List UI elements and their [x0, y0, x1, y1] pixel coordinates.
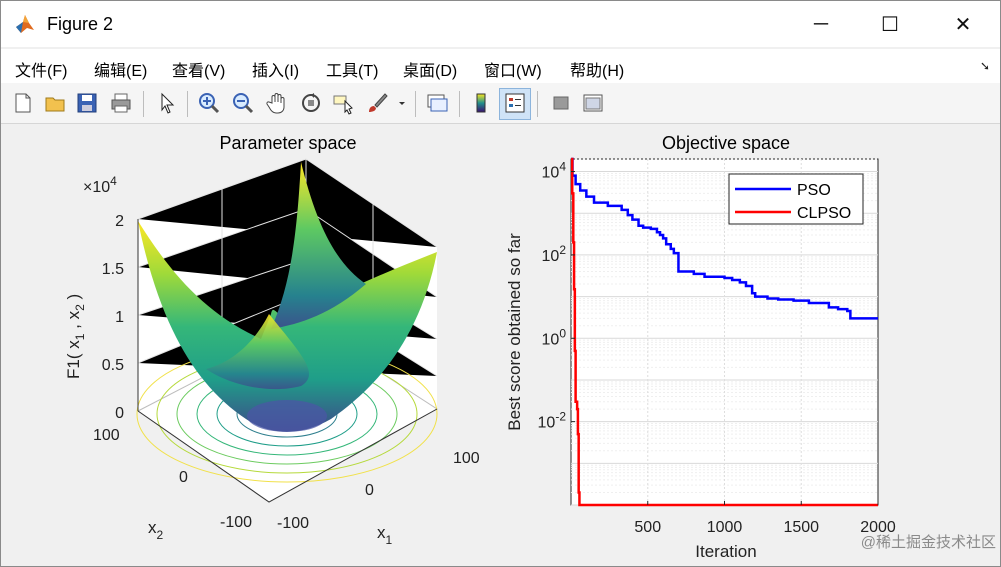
colorbar-icon[interactable] — [469, 91, 493, 115]
maximize-button[interactable]: ☐ — [881, 13, 899, 36]
menu-tools[interactable]: 工具(T) — [326, 63, 379, 80]
new-figure-icon[interactable] — [11, 91, 35, 115]
x-axis-label: Iteration — [695, 542, 756, 561]
x1-tick-labels: -100 0 100 — [277, 450, 480, 532]
title-bar: Figure 2 ─ ☐ ✕ — [1, 1, 1000, 47]
x1-tick: 0 — [365, 482, 374, 499]
pan-icon[interactable] — [265, 91, 289, 115]
toolbar-separator — [415, 91, 416, 117]
objective-space-axes: Objective space 104 102 100 10-2 500 1000 150… — [505, 133, 896, 561]
y-tick-labels: 104 102 100 10-2 — [538, 160, 575, 432]
expand-arrow-icon[interactable]: ➘ — [979, 59, 990, 73]
rotate-3d-icon[interactable] — [299, 91, 323, 115]
figure-canvas: Parameter space — [1, 124, 1000, 566]
x2-tick: -100 — [220, 514, 252, 531]
menu-window[interactable]: 窗口(W) — [484, 63, 542, 80]
x2-axis-label: x2 — [148, 518, 164, 542]
chart-title: Objective space — [662, 133, 790, 153]
x2-tick-labels: 100 0 -100 — [93, 427, 252, 531]
figure-svg: Parameter space — [64, 133, 996, 561]
menu-view[interactable]: 查看(V) — [172, 63, 226, 80]
zoom-in-icon[interactable] — [197, 91, 221, 115]
menu-file[interactable]: 文件(F) — [15, 63, 68, 80]
legend-box — [728, 173, 864, 225]
surface-front-peak — [206, 314, 310, 390]
data-cursor-icon[interactable] — [331, 91, 355, 115]
z-tick: 0 — [115, 405, 124, 422]
minimize-button[interactable]: ─ — [813, 12, 829, 35]
x-tick-label: 2000 — [860, 519, 896, 536]
series-line-clpso — [570, 157, 878, 507]
toolbar-separator — [459, 91, 460, 117]
z-tick: 1 — [115, 309, 124, 326]
legend-icon[interactable] — [503, 91, 527, 115]
window-title: Figure 2 — [47, 14, 114, 34]
axes-edges — [137, 219, 438, 503]
legend-button-pressed[interactable] — [499, 88, 531, 120]
open-icon[interactable] — [43, 91, 67, 115]
z-tick-labels: 2 1.5 1 0.5 0 — [102, 213, 124, 422]
watermark: @稀土掘金技术社区 — [861, 534, 996, 551]
menu-edit[interactable]: 编辑(E) — [94, 63, 148, 80]
pointer-icon[interactable] — [155, 91, 179, 115]
y-tick-label: 100 — [542, 326, 567, 348]
x2-tick: 100 — [93, 427, 120, 444]
parameter-space-axes: Parameter space — [64, 133, 480, 547]
left-plot-title: Parameter space — [219, 133, 356, 153]
toolbar-separator — [187, 91, 188, 117]
legend[interactable]: PSO CLPSO — [728, 173, 864, 225]
toolbar — [1, 83, 1000, 124]
zoom-out-icon[interactable] — [231, 91, 255, 115]
x-tick-label: 500 — [634, 519, 661, 536]
z-axis-label: F1( x1 , x2 ) — [64, 294, 87, 379]
surface-minimum — [247, 400, 327, 432]
z-tick: 2 — [115, 213, 124, 230]
y-tick-label: 102 — [542, 243, 567, 265]
close-button[interactable]: ✕ — [954, 13, 972, 36]
menu-bar: 文件(F) 编辑(E) 查看(V) 插入(I) 工具(T) 桌面(D) 窗口(W… — [1, 49, 1000, 83]
x-tick-label: 1000 — [707, 519, 743, 536]
z-scale-factor: ×104 — [83, 174, 117, 196]
print-icon[interactable] — [109, 91, 133, 115]
x1-tick: 100 — [453, 450, 480, 467]
y-tick-label: 10-2 — [538, 410, 567, 432]
x1-tick: -100 — [277, 515, 309, 532]
chart-series — [570, 157, 878, 507]
link-plot-icon[interactable] — [425, 91, 449, 115]
x-tick-label: 1500 — [783, 519, 819, 536]
legend-label-clpso: CLPSO — [797, 205, 851, 222]
x-tick-labels: 500 1000 1500 2000 — [634, 501, 896, 536]
menu-desktop[interactable]: 桌面(D) — [403, 63, 458, 80]
y-tick-label: 104 — [542, 160, 567, 182]
matlab-icon — [16, 15, 34, 33]
menu-help[interactable]: 帮助(H) — [570, 63, 625, 80]
surface-bowl — [138, 221, 437, 432]
chart-grid — [571, 158, 878, 506]
legend-label-pso: PSO — [797, 182, 831, 199]
hide-tools-icon[interactable] — [549, 91, 573, 115]
series-line-pso — [571, 157, 878, 320]
z-tick: 1.5 — [102, 261, 124, 278]
menu-insert[interactable]: 插入(I) — [252, 63, 300, 80]
dock-icon[interactable] — [581, 91, 605, 115]
toolbar-separator — [143, 91, 144, 117]
x2-tick: 0 — [179, 469, 188, 486]
save-icon[interactable] — [75, 91, 99, 115]
brush-dropdown-icon[interactable] — [394, 91, 410, 115]
toolbar-separator — [537, 91, 538, 117]
y-axis-label: Best score obtained so far — [505, 233, 524, 431]
z-tick: 0.5 — [102, 357, 124, 374]
brush-icon[interactable] — [365, 91, 389, 115]
surface-back-peak — [271, 162, 366, 329]
x1-axis-label: x1 — [377, 523, 393, 547]
